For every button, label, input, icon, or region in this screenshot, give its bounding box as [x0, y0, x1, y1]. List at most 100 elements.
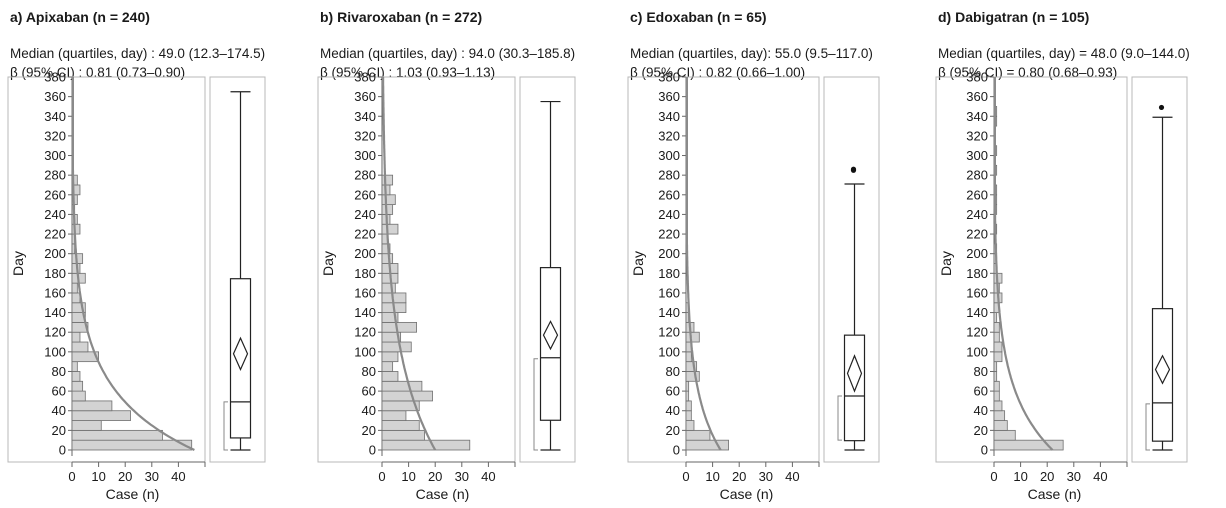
histogram-bar — [381, 174, 394, 186]
histogram-bar — [71, 331, 81, 343]
y-tick-label: 60 — [974, 384, 988, 399]
chart-panel-1: a) Apixaban (n = 240) Median (quartiles, … — [7, 9, 266, 502]
histogram-bar — [993, 410, 1006, 421]
y-tick-label: 360 — [658, 89, 680, 104]
y-tick-label: 140 — [44, 305, 66, 320]
y-tick-label: 380 — [354, 70, 376, 85]
histogram-bar — [381, 351, 399, 363]
y-tick-label: 100 — [354, 344, 376, 359]
x-axis-label: Case (n) — [720, 486, 774, 502]
x-tick-label: 10 — [705, 469, 719, 484]
mean-diamond — [542, 320, 559, 351]
histogram-bar — [71, 243, 76, 255]
y-tick-label: 300 — [966, 148, 988, 163]
histogram-bar — [381, 429, 425, 441]
histogram-bar — [381, 223, 399, 235]
y-tick-label: 140 — [658, 305, 680, 320]
x-tick-label: 20 — [428, 469, 442, 484]
boxplot-frame — [519, 76, 576, 463]
box-iqr — [1151, 308, 1174, 442]
y-tick-label: 180 — [658, 266, 680, 281]
chart-title: c) Edoxaban (n = 65) — [630, 9, 767, 25]
x-tick-label: 20 — [1040, 469, 1054, 484]
x-tick-label: 0 — [682, 469, 689, 484]
fit-curve — [685, 77, 722, 451]
y-tick-label: 340 — [44, 109, 66, 124]
box-iqr — [539, 267, 562, 421]
x-tick-label: 30 — [455, 469, 469, 484]
mean-diamond — [846, 354, 863, 393]
chart-title: a) Apixaban (n = 240) — [10, 9, 150, 25]
y-tick-label: 340 — [354, 109, 376, 124]
x-tick-label: 0 — [378, 469, 385, 484]
shortest-half-bracket — [533, 358, 538, 451]
y-tick-label: 380 — [658, 70, 680, 85]
histogram-bar — [71, 341, 89, 353]
x-tick-label: 30 — [145, 469, 159, 484]
y-tick-label: 160 — [44, 285, 66, 300]
boxplot-frame — [209, 76, 266, 463]
histogram-bar — [381, 341, 412, 353]
shortest-half-bracket — [223, 401, 228, 451]
y-tick-label: 240 — [658, 207, 680, 222]
histogram-bar — [381, 361, 394, 372]
y-tick-label: 20 — [362, 423, 376, 438]
x-tick-label: 10 — [401, 469, 415, 484]
y-tick-label: 240 — [966, 207, 988, 222]
histogram-bar — [993, 429, 1016, 441]
y-tick-label: 240 — [354, 207, 376, 222]
fit-curve — [993, 77, 1054, 451]
fit-curve — [71, 77, 195, 451]
histogram-bar — [381, 380, 423, 392]
y-tick-label: 280 — [44, 168, 66, 183]
histogram-bar — [993, 420, 1008, 431]
y-tick-label: 160 — [658, 285, 680, 300]
stat-line: Median (quartiles, day) : 94.0 (30.3–185… — [320, 46, 575, 61]
histogram-bar — [381, 420, 420, 431]
y-tick-label: 0 — [673, 443, 680, 458]
y-tick-label: 120 — [354, 325, 376, 340]
x-tick-label: 40 — [785, 469, 799, 484]
y-tick-label: 320 — [44, 128, 66, 143]
histogram-bar — [71, 371, 81, 382]
outlier-point — [1158, 104, 1165, 111]
histogram-bar — [685, 439, 729, 451]
stat-line: β (95% CI) : 0.82 (0.66–1.00) — [630, 65, 805, 80]
y-tick-label: 220 — [44, 227, 66, 242]
y-tick-label: 20 — [974, 423, 988, 438]
y-tick-label: 100 — [44, 344, 66, 359]
stat-line: Median (quartiles, day) : 49.0 (12.3–174… — [10, 46, 265, 61]
y-tick-label: 340 — [658, 109, 680, 124]
histogram-bar — [993, 400, 1003, 412]
y-tick-label: 0 — [369, 443, 376, 458]
mean-diamond — [1154, 354, 1171, 385]
y-tick-label: 60 — [362, 384, 376, 399]
histogram-bar — [685, 331, 700, 343]
y-axis-label: Day — [938, 251, 954, 276]
chart-title: d) Dabigatran (n = 105) — [938, 9, 1089, 25]
histogram-bar — [685, 400, 692, 412]
y-tick-label: 300 — [658, 148, 680, 163]
histogram-bar — [685, 420, 695, 431]
x-tick-label: 30 — [759, 469, 773, 484]
histogram-bar — [381, 194, 396, 206]
y-tick-label: 40 — [666, 403, 680, 418]
y-tick-label: 60 — [666, 384, 680, 399]
histogram-bar — [71, 420, 102, 431]
y-tick-label: 360 — [354, 89, 376, 104]
x-tick-label: 20 — [732, 469, 746, 484]
x-tick-label: 10 — [1013, 469, 1027, 484]
y-tick-label: 320 — [966, 128, 988, 143]
histogram-bar — [71, 390, 86, 402]
y-tick-label: 200 — [354, 246, 376, 261]
y-tick-label: 260 — [44, 187, 66, 202]
y-tick-label: 280 — [966, 168, 988, 183]
stat-line: β (95% CI) : 0.81 (0.73–0.90) — [10, 65, 185, 80]
histogram-bar — [685, 380, 690, 392]
y-tick-label: 340 — [966, 109, 988, 124]
stat-line: Median (quartiles, day): 55.0 (9.5–117.0… — [630, 46, 873, 61]
mean-diamond — [232, 336, 249, 371]
histogram-bar — [993, 331, 1000, 343]
chart-title: b) Rivaroxaban (n = 272) — [320, 9, 482, 25]
